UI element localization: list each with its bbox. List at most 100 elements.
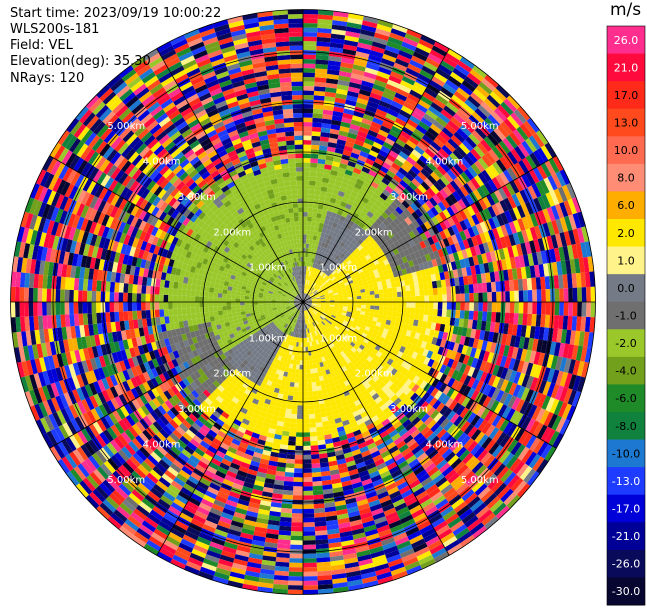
ppi-gate	[177, 289, 182, 296]
ppi-gate	[315, 413, 322, 418]
ppi-gate	[293, 396, 298, 401]
ppi-gate	[298, 387, 303, 392]
ppi-gate	[309, 409, 315, 414]
ppi-gate	[366, 302, 371, 306]
ppi-gate	[15, 287, 20, 302]
ppi-gate	[290, 418, 297, 423]
ppi-gate	[279, 526, 291, 531]
ppi-gate	[286, 459, 295, 464]
ppi-gate	[519, 302, 524, 314]
ppi-gate	[173, 282, 178, 289]
ppi-gate	[150, 310, 155, 318]
ppi-gate	[299, 378, 303, 383]
ppi-gate	[105, 302, 110, 312]
ppi-gate	[196, 313, 201, 319]
ppi-gate	[310, 427, 317, 432]
ppi-gate	[303, 540, 316, 545]
ppi-gate	[432, 316, 437, 323]
ppi-gate	[292, 369, 296, 374]
ppi-gate	[303, 536, 315, 541]
ppi-gate	[406, 302, 411, 308]
ppi-gate	[436, 316, 441, 324]
ppi-gate	[289, 386, 294, 391]
ppi-gate	[384, 306, 389, 311]
ppi-gate	[303, 432, 310, 437]
ppi-gate	[307, 369, 311, 374]
ppi-gate	[455, 310, 460, 318]
ppi-gate	[314, 409, 320, 414]
ppi-gate	[306, 360, 310, 365]
ppi-gate	[419, 308, 424, 315]
ppi-gate	[186, 296, 191, 302]
ppi-gate	[292, 513, 303, 518]
ppi-gate	[205, 317, 210, 323]
ppi-gate	[491, 312, 496, 322]
ppi-gate	[314, 404, 320, 409]
ppi-gate	[137, 302, 142, 311]
ppi-gate	[289, 432, 296, 437]
ppi-gate	[123, 302, 128, 311]
ppi-gate	[310, 364, 314, 369]
ppi-gate	[303, 504, 314, 509]
ppi-gate	[287, 454, 295, 459]
ppi-gate	[245, 299, 250, 302]
ppi-gate	[119, 283, 124, 293]
ppi-gate	[564, 302, 569, 316]
ppi-gate	[495, 312, 500, 323]
ppi-gate	[406, 307, 411, 313]
ppi-gate	[191, 302, 196, 308]
ppi-gate	[141, 285, 146, 294]
ppi-gate	[141, 294, 146, 302]
ppi-gate	[388, 302, 393, 307]
ppi-gate	[210, 282, 215, 288]
ppi-gate	[146, 294, 151, 302]
ppi-gate	[292, 405, 298, 410]
ppi-gate	[150, 286, 155, 294]
ppi-gate	[222, 302, 227, 306]
ppi-gate	[240, 299, 245, 302]
ppi-gate	[195, 302, 200, 308]
ppi-gate	[478, 302, 483, 311]
ppi-gate	[38, 288, 43, 302]
ppi-gate	[290, 554, 303, 559]
ppi-gate	[303, 482, 313, 487]
ppi-gate	[132, 311, 137, 320]
ppi-gate	[209, 311, 214, 316]
ppi-gate	[196, 285, 201, 291]
ppi-gate	[293, 491, 303, 496]
ppi-gate	[513, 313, 518, 325]
ppi-gate	[281, 435, 289, 440]
ppi-gate	[159, 302, 164, 310]
ppi-gate	[209, 297, 214, 302]
ppi-gate	[312, 468, 321, 473]
ppi-gate	[168, 288, 173, 295]
ppi-gate	[318, 394, 324, 399]
ppi-gate	[296, 432, 303, 437]
ppi-gate	[290, 423, 297, 428]
ppi-gate	[283, 426, 290, 431]
ppi-gate	[504, 313, 509, 324]
ppi-gate	[577, 302, 582, 317]
ppi-gate	[155, 286, 160, 294]
ppi-gate	[546, 302, 551, 315]
ppi-gate	[288, 581, 303, 586]
ppi-gate	[284, 481, 294, 486]
ppi-gate	[296, 428, 303, 433]
ppi-gate	[293, 486, 303, 491]
ppi-gate	[591, 302, 596, 317]
ppi-gate	[289, 427, 296, 432]
ppi-gate	[11, 287, 16, 302]
ppi-gate	[213, 293, 218, 298]
ppi-gate	[74, 278, 79, 290]
ppi-gate	[141, 302, 146, 310]
ppi-gate	[65, 290, 70, 302]
ppi-gate	[388, 306, 393, 311]
ppi-gate	[383, 310, 388, 315]
ppi-gate	[173, 315, 178, 322]
ppi-gate	[218, 289, 223, 294]
ppi-gate	[469, 302, 474, 311]
ppi-gate	[187, 314, 192, 321]
ppi-gate	[313, 494, 324, 499]
ppi-gate	[303, 567, 317, 572]
ppi-gate	[317, 390, 323, 395]
